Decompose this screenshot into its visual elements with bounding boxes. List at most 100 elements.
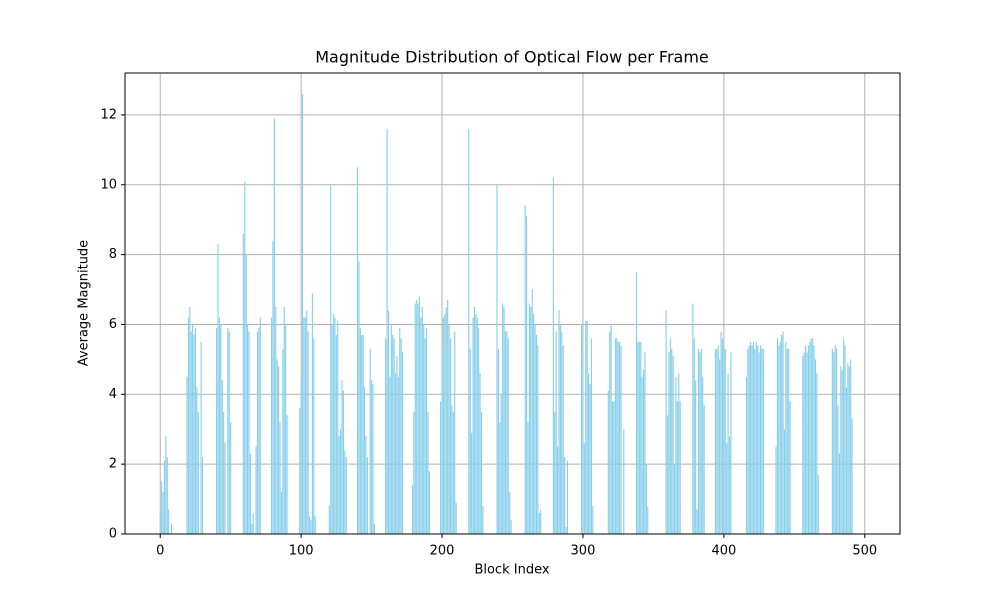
bar <box>803 352 805 534</box>
bar <box>452 411 454 534</box>
bar <box>642 369 645 534</box>
bar <box>194 327 197 534</box>
bar <box>500 394 502 534</box>
bar <box>668 352 670 534</box>
bar <box>344 450 346 534</box>
bar <box>851 418 853 534</box>
bar <box>193 334 195 534</box>
bar <box>200 341 202 534</box>
bar <box>373 523 375 534</box>
y-tick-label: 0 <box>109 527 117 542</box>
bar <box>637 341 639 534</box>
bar <box>695 380 697 534</box>
bar <box>283 306 285 534</box>
bar <box>423 324 425 534</box>
bar <box>369 348 371 534</box>
bar <box>227 327 229 534</box>
bar <box>163 460 166 534</box>
x-tick-label: 200 <box>430 544 455 559</box>
bar <box>779 341 781 534</box>
y-tick-label: 4 <box>109 387 117 402</box>
bar <box>665 310 667 534</box>
bar <box>758 352 760 534</box>
bar <box>196 387 198 534</box>
bar <box>372 383 374 534</box>
bar <box>244 181 246 535</box>
bar <box>471 432 473 534</box>
bar <box>721 338 724 534</box>
bar <box>669 338 671 534</box>
x-tick-label: 500 <box>852 544 877 559</box>
bar <box>478 327 480 534</box>
bar <box>310 520 312 534</box>
bar <box>616 338 618 534</box>
bar <box>831 348 833 534</box>
bar <box>762 348 764 534</box>
bar <box>190 331 192 534</box>
bar <box>527 422 529 534</box>
bar <box>816 373 818 534</box>
bar <box>304 317 306 534</box>
bar <box>314 516 316 534</box>
bar <box>714 348 716 534</box>
bar <box>844 345 846 534</box>
bar <box>216 327 218 534</box>
bar <box>358 261 360 534</box>
bar <box>472 317 474 534</box>
bar <box>812 338 814 534</box>
bar <box>666 415 669 534</box>
bar <box>285 324 287 534</box>
bar <box>727 373 729 534</box>
bar <box>416 300 418 534</box>
bar <box>392 334 394 534</box>
bar <box>552 177 554 535</box>
bar <box>337 320 339 534</box>
bar <box>638 341 640 534</box>
bar <box>807 345 809 534</box>
bar <box>278 366 280 534</box>
bar <box>445 306 447 534</box>
bar <box>252 513 254 534</box>
bar <box>840 366 842 534</box>
bar <box>335 334 337 534</box>
bar <box>170 523 173 534</box>
bar <box>559 324 561 534</box>
bar <box>447 300 449 534</box>
bar <box>418 296 421 534</box>
bar <box>759 345 762 534</box>
bar <box>425 327 428 534</box>
bar <box>161 481 163 534</box>
bar <box>672 355 674 534</box>
bar <box>611 401 614 534</box>
bar <box>428 471 430 534</box>
bar <box>396 355 398 534</box>
bar <box>607 390 609 534</box>
bar <box>580 324 583 534</box>
layer: 0 2 4 6 8 10 12 0 100 200 300 400 500 <box>100 72 901 559</box>
bar <box>558 310 560 534</box>
bar <box>300 376 302 534</box>
bar <box>340 429 342 534</box>
bar <box>331 324 333 534</box>
bar <box>282 348 284 534</box>
bar <box>676 401 678 534</box>
bar <box>833 352 835 534</box>
bar <box>782 331 784 534</box>
bar <box>311 293 313 534</box>
bar <box>441 348 443 534</box>
bar <box>449 338 452 534</box>
bar <box>286 415 288 534</box>
bar <box>502 303 504 534</box>
bar <box>255 446 257 534</box>
bar <box>747 348 749 534</box>
bar <box>564 457 566 534</box>
x-tick-label: 0 <box>156 544 164 559</box>
bar <box>834 345 836 534</box>
bar <box>692 303 694 534</box>
bar <box>752 341 755 534</box>
x-tick-label: 100 <box>289 544 314 559</box>
bar <box>506 331 508 534</box>
bar <box>165 436 167 534</box>
bar <box>313 338 315 534</box>
